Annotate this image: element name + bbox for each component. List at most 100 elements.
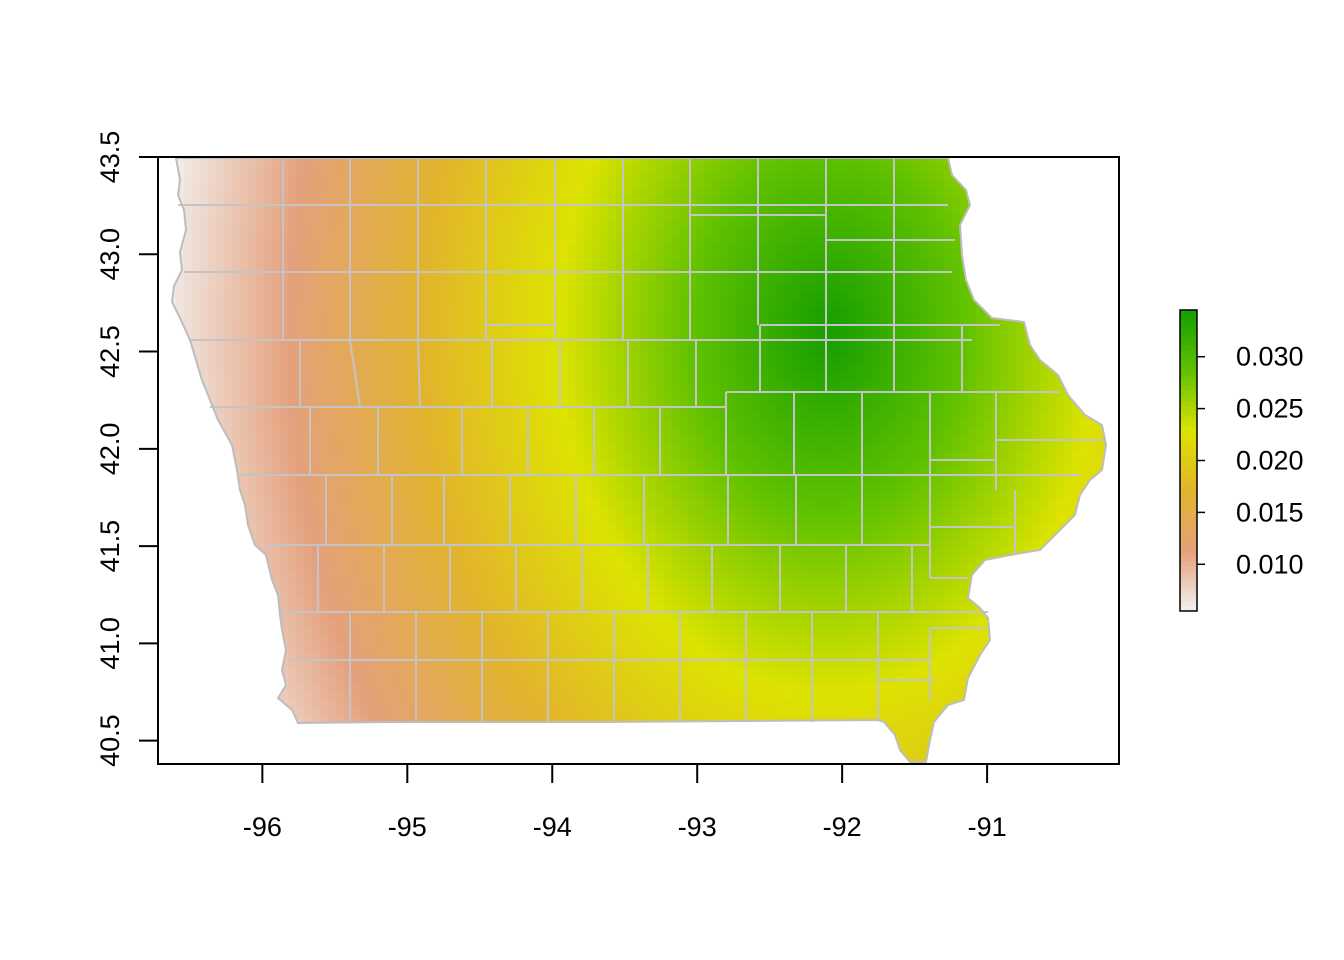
raster-cell (472, 588, 481, 597)
raster-cell (576, 196, 585, 205)
raster-cell (232, 628, 241, 637)
raster-cell (424, 196, 433, 205)
raster-cell (608, 676, 617, 685)
raster-cell (344, 340, 353, 349)
raster-cell (624, 260, 633, 269)
raster-cell (192, 732, 201, 741)
raster-cell (480, 252, 489, 261)
raster-cell (368, 284, 377, 293)
raster-cell (400, 748, 409, 757)
raster-cell (344, 356, 353, 365)
raster-cell (360, 172, 369, 181)
raster-cell (184, 676, 193, 685)
raster-cell (248, 260, 257, 269)
raster-cell (352, 524, 361, 533)
raster-cell (536, 164, 545, 173)
raster-cell (664, 228, 673, 237)
raster-cell (616, 548, 625, 557)
raster-cell (488, 244, 497, 253)
raster-cell (424, 356, 433, 365)
raster-cell (296, 452, 305, 461)
raster-cell (608, 364, 617, 373)
raster-cell (576, 604, 585, 613)
raster-cell (424, 596, 433, 605)
raster-cell (240, 588, 249, 597)
raster-cell (224, 452, 233, 461)
raster-cell (416, 484, 425, 493)
raster-cell (600, 732, 609, 741)
raster-cell (536, 604, 545, 613)
raster-cell (240, 158, 249, 165)
raster-cell (288, 324, 297, 333)
raster-cell (592, 580, 601, 589)
raster-cell (664, 436, 673, 445)
raster-cell (368, 492, 377, 501)
raster-cell (560, 660, 569, 669)
raster-cell (600, 628, 609, 637)
raster-cell (592, 316, 601, 325)
raster-cell (656, 572, 665, 581)
raster-cell (656, 260, 665, 269)
raster-cell (360, 260, 369, 269)
raster-cell (376, 524, 385, 533)
raster-cell (240, 572, 249, 581)
raster-cell (288, 580, 297, 589)
raster-cell (528, 204, 537, 213)
raster-cell (624, 532, 633, 541)
raster-cell (632, 652, 641, 661)
raster-cell (368, 572, 377, 581)
raster-cell (160, 532, 169, 541)
raster-cell (208, 692, 217, 701)
raster-cell (344, 404, 353, 413)
raster-cell (440, 260, 449, 269)
raster-cell (616, 692, 625, 701)
raster-cell (392, 180, 401, 189)
raster-cell (448, 748, 457, 757)
raster-cell (376, 244, 385, 253)
raster-cell (296, 692, 305, 701)
raster-cell (160, 732, 169, 741)
raster-cell (600, 196, 609, 205)
raster-cell (448, 716, 457, 725)
raster-cell (416, 580, 425, 589)
raster-cell (312, 556, 321, 565)
raster-cell (392, 412, 401, 421)
raster-cell (672, 516, 681, 525)
raster-cell (368, 220, 377, 229)
raster-cell (632, 236, 641, 245)
raster-cell (448, 324, 457, 333)
raster-cell (448, 244, 457, 253)
raster-cell (672, 700, 681, 709)
raster-cell (504, 668, 513, 677)
raster-cell (480, 484, 489, 493)
raster-cell (336, 284, 345, 293)
raster-cell (344, 372, 353, 381)
raster-cell (336, 636, 345, 645)
raster-cell (560, 604, 569, 613)
raster-cell (520, 188, 529, 197)
raster-cell (320, 340, 329, 349)
raster-cell (264, 484, 273, 493)
raster-cell (264, 468, 273, 477)
raster-cell (608, 324, 617, 333)
raster-cell (472, 420, 481, 429)
raster-cell (664, 564, 673, 573)
raster-cell (328, 196, 337, 205)
raster-cell (512, 708, 521, 717)
raster-cell (176, 700, 185, 709)
raster-cell (304, 300, 313, 309)
raster-cell (328, 332, 337, 341)
raster-cell (520, 588, 529, 597)
raster-cell (448, 292, 457, 301)
raster-cell (172, 260, 177, 269)
raster-cell (320, 556, 329, 565)
raster-cell (392, 428, 401, 437)
raster-cell (160, 332, 169, 341)
raster-cell (368, 172, 377, 181)
raster-cell (248, 500, 257, 509)
raster-cell (408, 196, 417, 205)
raster-cell (224, 356, 233, 365)
raster-cell (240, 388, 249, 397)
raster-cell (296, 564, 305, 573)
raster-cell (272, 764, 281, 773)
